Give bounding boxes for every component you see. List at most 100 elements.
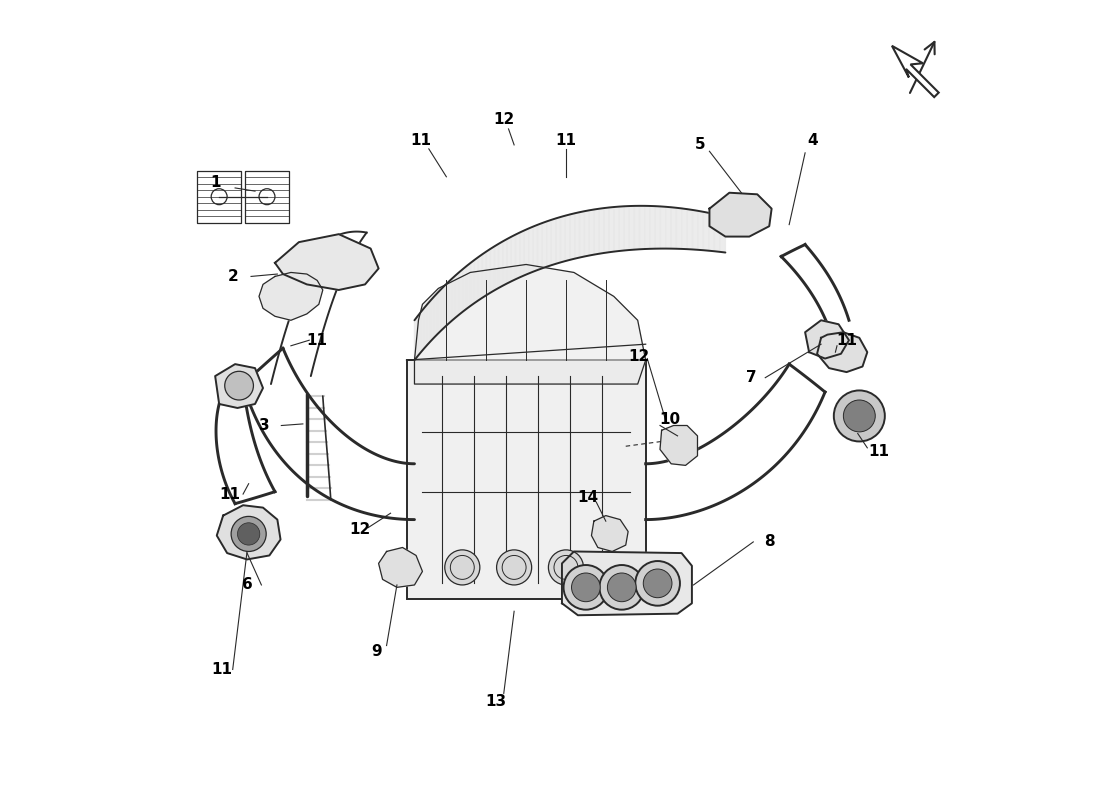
Polygon shape — [650, 206, 656, 249]
Polygon shape — [624, 206, 629, 250]
Polygon shape — [507, 237, 512, 283]
Circle shape — [844, 400, 876, 432]
Polygon shape — [529, 226, 534, 274]
Text: 11: 11 — [836, 333, 857, 348]
Polygon shape — [614, 206, 619, 251]
Circle shape — [644, 569, 672, 598]
Polygon shape — [434, 293, 438, 338]
Polygon shape — [482, 251, 486, 298]
Polygon shape — [520, 230, 525, 278]
Polygon shape — [516, 233, 520, 279]
Polygon shape — [438, 290, 441, 334]
Circle shape — [496, 550, 531, 585]
Polygon shape — [542, 222, 547, 268]
Polygon shape — [216, 364, 263, 408]
Polygon shape — [708, 213, 714, 251]
Polygon shape — [512, 234, 516, 282]
Polygon shape — [710, 193, 771, 237]
Polygon shape — [635, 206, 639, 250]
Text: 11: 11 — [556, 134, 576, 149]
Polygon shape — [656, 206, 660, 249]
Circle shape — [444, 550, 480, 585]
Polygon shape — [565, 214, 570, 261]
Polygon shape — [538, 223, 542, 270]
Text: 12: 12 — [493, 112, 515, 127]
Polygon shape — [491, 246, 495, 293]
Polygon shape — [431, 297, 434, 341]
Polygon shape — [592, 515, 628, 551]
Polygon shape — [570, 214, 575, 260]
Polygon shape — [666, 206, 671, 249]
Text: 4: 4 — [807, 134, 818, 149]
Circle shape — [834, 390, 884, 442]
Text: 8: 8 — [763, 534, 774, 550]
Circle shape — [549, 550, 583, 585]
Text: 3: 3 — [260, 418, 270, 433]
Polygon shape — [645, 206, 650, 249]
Polygon shape — [682, 209, 688, 249]
Polygon shape — [600, 208, 604, 254]
Polygon shape — [503, 239, 507, 286]
Polygon shape — [427, 300, 431, 345]
Polygon shape — [217, 506, 280, 559]
Polygon shape — [580, 211, 584, 258]
Circle shape — [224, 371, 253, 400]
Text: 11: 11 — [868, 444, 889, 459]
Polygon shape — [561, 216, 565, 262]
Circle shape — [607, 573, 636, 602]
Polygon shape — [697, 211, 703, 250]
Text: 1: 1 — [210, 175, 220, 190]
Polygon shape — [471, 260, 474, 306]
Polygon shape — [425, 304, 427, 349]
Polygon shape — [478, 254, 482, 300]
Polygon shape — [415, 265, 646, 384]
Polygon shape — [609, 207, 614, 252]
Text: 11: 11 — [410, 134, 431, 149]
Polygon shape — [551, 218, 556, 266]
Bar — [245, 170, 289, 222]
Text: 11: 11 — [307, 333, 328, 348]
Polygon shape — [619, 206, 624, 251]
Polygon shape — [421, 308, 425, 352]
Text: 11: 11 — [211, 662, 232, 677]
Text: 12: 12 — [629, 349, 650, 364]
Text: 2: 2 — [228, 269, 238, 284]
Polygon shape — [703, 212, 708, 250]
Circle shape — [563, 565, 608, 610]
Polygon shape — [495, 244, 498, 290]
Polygon shape — [441, 286, 444, 330]
Polygon shape — [275, 234, 378, 290]
Polygon shape — [594, 209, 600, 254]
Polygon shape — [525, 229, 529, 275]
Polygon shape — [590, 210, 594, 255]
Polygon shape — [639, 206, 645, 250]
Polygon shape — [534, 225, 538, 272]
Circle shape — [238, 522, 260, 545]
Polygon shape — [604, 207, 609, 253]
Polygon shape — [444, 282, 448, 327]
Polygon shape — [418, 312, 421, 356]
Polygon shape — [415, 316, 418, 360]
Polygon shape — [466, 263, 471, 309]
Polygon shape — [474, 257, 478, 303]
Polygon shape — [455, 272, 459, 318]
Polygon shape — [688, 209, 693, 250]
Polygon shape — [676, 208, 682, 249]
Text: 11: 11 — [219, 486, 240, 502]
Polygon shape — [805, 320, 849, 358]
Polygon shape — [556, 217, 561, 264]
Polygon shape — [584, 210, 590, 257]
Circle shape — [636, 561, 680, 606]
Polygon shape — [575, 212, 580, 258]
Polygon shape — [448, 279, 452, 324]
Polygon shape — [547, 220, 551, 266]
Polygon shape — [498, 242, 503, 288]
Text: 10: 10 — [659, 413, 680, 427]
Polygon shape — [629, 206, 635, 250]
Polygon shape — [486, 249, 491, 295]
Polygon shape — [452, 275, 455, 321]
Circle shape — [600, 565, 645, 610]
Polygon shape — [463, 266, 466, 312]
Text: 6: 6 — [242, 578, 252, 593]
Polygon shape — [378, 547, 422, 587]
